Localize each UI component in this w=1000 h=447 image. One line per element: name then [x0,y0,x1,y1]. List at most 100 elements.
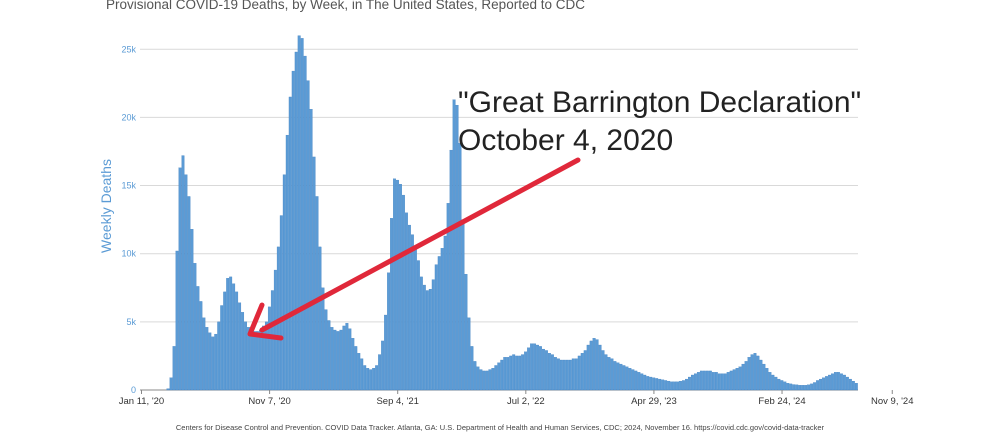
bar [658,378,662,391]
bar [565,359,569,391]
bar [601,350,605,391]
bar [550,354,554,391]
bar [777,378,781,391]
bar [693,373,697,391]
chart-title: Provisional COVID-19 Deaths, by Week, in… [106,0,585,12]
bar [780,380,784,391]
bar [741,363,745,391]
bar [467,317,471,391]
bar [327,320,331,391]
bar [369,369,373,391]
bar [774,376,778,391]
bar [804,385,808,391]
bar [503,357,507,391]
bar [187,196,191,391]
bar [589,340,593,391]
x-tick-label: Apr 29, '23 [631,396,677,407]
bar [396,179,399,391]
y-tick-label: 5k [126,317,136,327]
bar [199,301,203,391]
y-tick-label: 15k [121,181,136,191]
bar [360,358,364,391]
x-tick-label: Feb 24, '24 [758,396,805,407]
bar [354,346,358,391]
bar [393,178,396,391]
bar [801,385,805,391]
bar [813,382,817,391]
bar [771,374,775,391]
bar [753,353,757,391]
bar [282,174,286,391]
bar [279,215,283,391]
bar [738,366,742,391]
bar [184,174,188,391]
bar [261,325,265,391]
bar [217,321,221,391]
bar [288,96,292,391]
bar [205,327,209,391]
bar [250,329,253,391]
bar [622,365,626,391]
bar [649,376,653,391]
x-tick-label: Nov 7, '20 [248,396,290,407]
bar [399,184,402,391]
bar [256,331,259,391]
bar [318,246,322,391]
bar [196,286,200,391]
bar [625,366,629,391]
bar [270,290,274,391]
bar [440,248,444,391]
bar [470,346,474,391]
bar [404,212,408,391]
bar [443,235,447,391]
bar [375,365,379,391]
bar [208,332,212,391]
bar [786,383,790,391]
bar [750,354,754,391]
bar [464,273,468,391]
bar [482,370,486,391]
bar [509,355,513,391]
bar [667,380,671,391]
bar [747,357,751,391]
bar [446,203,450,391]
bar [232,283,236,391]
bar [708,370,712,391]
bar [631,369,635,391]
bar [238,302,242,391]
bar [702,370,706,391]
bar [413,249,417,391]
bar [220,305,224,391]
bar [613,361,617,391]
bar [321,287,325,391]
bar [410,234,414,391]
bar [562,359,566,391]
bar [542,348,545,391]
bar [297,35,301,391]
bar [586,344,590,391]
bar [172,346,176,391]
bar [723,373,727,391]
bar [696,372,700,391]
bar [291,70,295,391]
bar [676,381,680,391]
bar [711,372,715,391]
bar [682,380,685,391]
bar [628,368,632,391]
bar [634,370,638,391]
bar [729,370,733,391]
bar [720,373,724,391]
bar [175,250,179,391]
bar [294,51,298,391]
bar [214,333,218,391]
bar [428,288,432,391]
bar [661,379,665,391]
bar [679,380,682,391]
y-ticks: 0 5k 10k 15k 20k 25k [121,44,136,395]
bar [854,383,858,391]
bar [545,350,548,391]
x-tick-label: Jul 2, '22 [507,396,545,407]
bar [181,155,185,391]
bar [816,380,820,391]
bar [330,327,334,391]
